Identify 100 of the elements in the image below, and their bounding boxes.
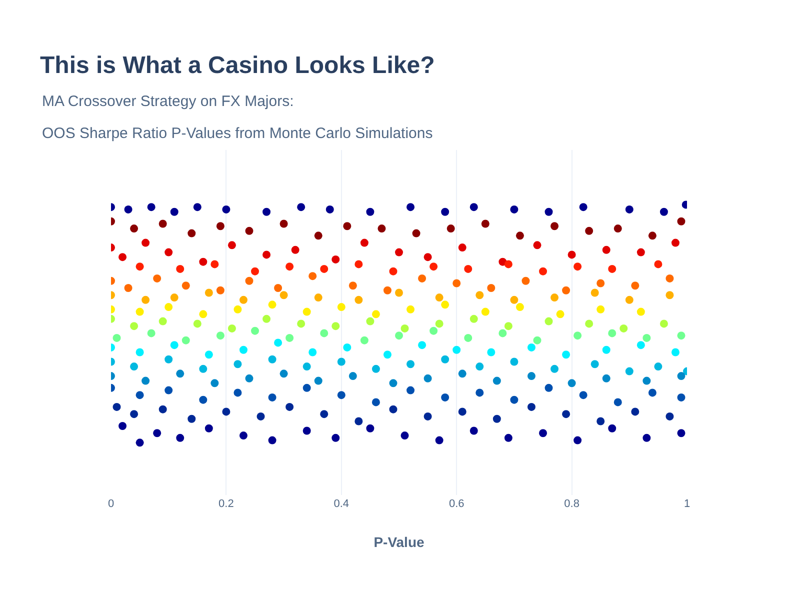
- point: [544, 208, 553, 216]
- point: [660, 208, 668, 216]
- point: [671, 238, 680, 247]
- point: [297, 320, 306, 328]
- point: [176, 264, 184, 273]
- point: [539, 267, 547, 276]
- point: [527, 372, 536, 380]
- point: [147, 329, 156, 338]
- point: [585, 226, 594, 235]
- point: [430, 262, 438, 271]
- point: [395, 332, 403, 340]
- point: [354, 260, 363, 268]
- point: [280, 291, 288, 300]
- point: [245, 226, 254, 235]
- point: [458, 244, 466, 252]
- point: [631, 282, 640, 290]
- point: [343, 222, 352, 230]
- x-tick-label: 0.6: [448, 498, 464, 510]
- point: [193, 203, 202, 212]
- point: [596, 305, 605, 314]
- point: [481, 220, 490, 228]
- point: [286, 402, 294, 411]
- point: [130, 322, 138, 330]
- point: [625, 296, 634, 304]
- point: [142, 238, 150, 247]
- point: [510, 396, 518, 404]
- point: [470, 314, 478, 323]
- point: [666, 291, 674, 300]
- point: [568, 250, 576, 259]
- point: [476, 291, 484, 300]
- point: [372, 310, 380, 318]
- point: [539, 429, 547, 438]
- point: [470, 426, 478, 435]
- point: [642, 376, 651, 385]
- point: [550, 364, 559, 373]
- point: [562, 286, 570, 294]
- point: [389, 379, 398, 388]
- point: [337, 391, 346, 400]
- point: [204, 350, 213, 359]
- point: [222, 205, 230, 214]
- point: [556, 310, 564, 318]
- point: [142, 376, 150, 385]
- point: [424, 374, 432, 382]
- point: [671, 348, 680, 356]
- point: [348, 372, 357, 380]
- point: [164, 248, 173, 256]
- point: [239, 296, 248, 304]
- point: [648, 388, 656, 397]
- point: [136, 438, 144, 447]
- point: [302, 426, 311, 435]
- point: [280, 370, 288, 378]
- point: [389, 267, 398, 276]
- point: [256, 412, 265, 420]
- point: [625, 367, 634, 376]
- point: [470, 203, 478, 212]
- point: [302, 384, 311, 392]
- point: [504, 434, 512, 442]
- point: [666, 412, 674, 420]
- point: [302, 362, 311, 371]
- point: [383, 286, 392, 294]
- point: [406, 386, 415, 394]
- point: [452, 346, 461, 354]
- point: [418, 274, 426, 282]
- point: [366, 424, 374, 432]
- point: [406, 203, 415, 212]
- point: [188, 414, 196, 423]
- point: [579, 203, 588, 212]
- point: [234, 305, 242, 314]
- point: [268, 436, 276, 444]
- point: [642, 434, 651, 442]
- point: [268, 300, 276, 309]
- point: [441, 355, 450, 364]
- point: [337, 358, 346, 366]
- point: [216, 222, 224, 230]
- point: [332, 255, 340, 264]
- point: [625, 205, 634, 214]
- point: [239, 432, 248, 440]
- point: [216, 332, 224, 340]
- point: [343, 343, 352, 352]
- point: [441, 393, 450, 402]
- point: [544, 317, 553, 326]
- point: [533, 241, 542, 250]
- point: [464, 334, 472, 342]
- point: [574, 436, 582, 444]
- point: [642, 334, 651, 342]
- point: [441, 208, 450, 216]
- point: [400, 432, 409, 440]
- point: [124, 284, 132, 292]
- point: [677, 217, 686, 226]
- point: [516, 232, 524, 240]
- point: [487, 348, 496, 356]
- point: [314, 294, 322, 302]
- point: [170, 208, 178, 216]
- point: [262, 314, 271, 323]
- point: [332, 434, 340, 442]
- point: [602, 346, 610, 354]
- point: [677, 429, 686, 438]
- point: [574, 262, 582, 271]
- point: [112, 334, 121, 342]
- point: [136, 391, 144, 400]
